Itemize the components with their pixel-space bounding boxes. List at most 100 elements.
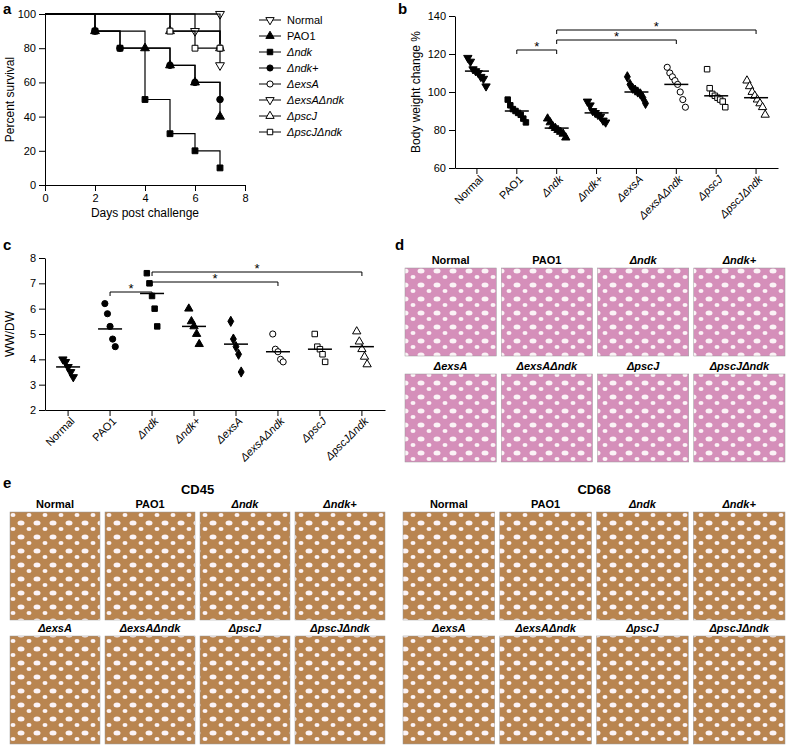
panel-label: c: [3, 236, 11, 253]
point: [601, 120, 609, 127]
tick-label: PAO1: [90, 415, 119, 444]
micrograph: [405, 268, 496, 356]
tick-label: 0: [30, 179, 36, 191]
point: [355, 337, 363, 344]
tick-label: 6: [30, 303, 36, 315]
tick-label: ΔexsAΔndk: [635, 172, 685, 222]
micrograph: [403, 512, 495, 620]
tick-label: 140: [428, 10, 446, 22]
point: [104, 311, 110, 317]
tick-mark: [449, 168, 455, 169]
tick-label: ΔexsAΔndk: [237, 414, 287, 464]
point: [167, 62, 174, 69]
tick: Δndk+: [574, 168, 606, 204]
point: [216, 43, 225, 51]
image-label: ΔpscJ: [228, 622, 262, 634]
survival-line: [45, 14, 220, 48]
tick-label: 120: [428, 48, 446, 60]
point: [236, 349, 242, 359]
tick: 6: [30, 303, 45, 315]
tick-mark: [39, 82, 45, 83]
tick: ΔpscJΔndk: [322, 410, 371, 463]
point: [92, 28, 99, 35]
tick-mark: [39, 334, 45, 335]
survival-line: [45, 14, 220, 100]
image-label: ΔexsA: [433, 360, 468, 372]
legend-label: Δndk: [286, 46, 313, 58]
mean-line: [704, 95, 728, 97]
image-label: ΔexsAΔndk: [514, 622, 577, 634]
tick-mark: [39, 359, 45, 360]
tick: 4: [142, 185, 148, 204]
point: [482, 84, 490, 91]
micrograph: [405, 374, 496, 462]
tick-label: ΔpscJ: [694, 172, 725, 203]
tick-label: Normal: [452, 173, 486, 207]
legend-marker: [266, 98, 274, 105]
image-label: ΔpscJ: [626, 360, 660, 372]
micrograph: [501, 374, 592, 462]
point: [466, 59, 474, 66]
tick-mark: [39, 385, 45, 386]
point: [192, 329, 200, 336]
axis: 020406080100: [18, 8, 46, 191]
mean-line: [98, 328, 122, 330]
mean-line: [465, 70, 489, 72]
tick-label: ΔexsA: [613, 173, 645, 205]
image-label: Normal: [432, 254, 470, 266]
tick-mark: [449, 16, 455, 17]
tick: PAO1: [497, 168, 526, 201]
image-label: ΔexsAΔndk: [119, 622, 182, 634]
point: [167, 131, 173, 137]
survival-line: [45, 14, 220, 117]
point: [312, 331, 317, 336]
tick: 120: [428, 48, 455, 60]
point: [562, 133, 570, 140]
point: [69, 375, 77, 382]
mean-line: [182, 326, 206, 328]
tick: Δndk+: [171, 410, 203, 446]
micrograph: [10, 636, 100, 744]
tick: 100: [18, 8, 45, 20]
tick-mark: [39, 410, 45, 411]
legend-label: ΔexsAΔndk: [286, 94, 344, 106]
tick-mark: [45, 185, 46, 191]
tick-mark: [39, 14, 45, 15]
image-label: ΔpscJΔndk: [309, 622, 370, 634]
image-label: ΔpscJΔndk: [708, 622, 769, 634]
tick-label: 6: [192, 192, 198, 204]
legend-label: ΔpscJ: [286, 110, 317, 122]
legend-item: ΔpscJ: [259, 110, 317, 122]
tick: Δndk: [538, 168, 565, 200]
axis: NormalPAO1ΔndkΔndk+ΔexsAΔexsAΔndkΔpscJΔp…: [43, 410, 385, 464]
point: [723, 104, 728, 109]
survival-line: [45, 14, 220, 48]
legend-item: Normal: [259, 14, 322, 26]
tick-label: ΔpscJΔndk: [716, 172, 765, 221]
panel-label: a: [3, 0, 12, 17]
panel-label: b: [398, 0, 407, 17]
tick-label: 20: [24, 145, 36, 157]
tick: 140: [428, 10, 455, 22]
significance-label: *: [212, 271, 217, 286]
tick-mark: [449, 130, 455, 131]
tick: ΔexsA: [213, 410, 245, 446]
plot-area: [464, 55, 770, 140]
image-label: ΔexsAΔndk: [516, 360, 579, 372]
tick-label: Δndk+: [171, 414, 203, 446]
tick: 7: [30, 277, 45, 289]
legend-label: ΔexsA: [286, 78, 319, 90]
tick-label: Normal: [43, 415, 77, 449]
tick-mark: [39, 117, 45, 118]
tick: ΔexsAΔndk: [635, 168, 685, 222]
axis: 02468: [42, 185, 248, 204]
point: [238, 367, 244, 377]
tick: ΔexsAΔndk: [237, 410, 287, 464]
axis-line: [45, 15, 46, 186]
point: [112, 344, 118, 350]
tick-label: 80: [24, 42, 36, 54]
point: [761, 110, 769, 117]
tick: ΔpscJ: [694, 168, 725, 203]
tick: PAO1: [90, 410, 119, 443]
tick-mark: [39, 283, 45, 284]
